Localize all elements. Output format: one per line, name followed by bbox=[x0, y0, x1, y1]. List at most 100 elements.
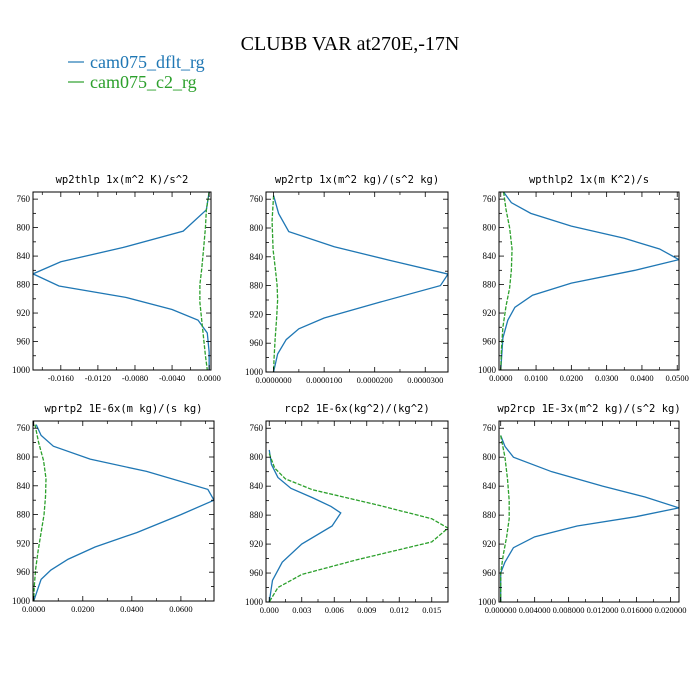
x-tick-label: 0.0000 bbox=[22, 604, 45, 614]
panel-3: wpthlp2 1x(m K^2)/s 760 800 840 880 920 960 100… bbox=[478, 174, 689, 383]
y-tick-label: 1000 bbox=[478, 365, 497, 375]
series-line-dflt bbox=[33, 424, 214, 601]
x-tick-label: 0.000 bbox=[260, 605, 279, 615]
x-tick-label: 0.0300 bbox=[595, 373, 618, 383]
x-tick-label: -0.0160 bbox=[48, 373, 74, 383]
y-tick-label: 1000 bbox=[12, 596, 31, 606]
panel-title: rcp2 1E-6x(kg^2)/(kg^2) bbox=[284, 403, 429, 415]
series-line-dflt bbox=[500, 435, 679, 602]
y-tick-label: 840 bbox=[250, 481, 264, 491]
y-tick-label: 840 bbox=[17, 481, 31, 491]
y-tick-label: 920 bbox=[250, 309, 264, 319]
y-tick-label: 840 bbox=[483, 481, 497, 491]
y-tick-label: 760 bbox=[250, 194, 264, 204]
y-tick-label: 760 bbox=[483, 423, 497, 433]
x-tick-label: 0.0000000 bbox=[256, 375, 292, 385]
x-tick-label: -0.0120 bbox=[85, 373, 111, 383]
y-tick-label: 960 bbox=[250, 338, 264, 348]
y-tick-label: 800 bbox=[17, 223, 31, 233]
y-tick-label: 840 bbox=[250, 252, 264, 262]
y-tick-label: 840 bbox=[17, 251, 31, 261]
series-line-c2 bbox=[33, 424, 47, 601]
x-tick-label: 0.000000 bbox=[485, 605, 517, 615]
y-tick-label: 800 bbox=[483, 223, 497, 233]
x-tick-label: 0.0000 bbox=[489, 373, 512, 383]
x-tick-label: 0.0200 bbox=[560, 373, 583, 383]
y-tick-label: 880 bbox=[483, 510, 497, 520]
x-tick-label: 0.004000 bbox=[519, 605, 551, 615]
series-line-dflt bbox=[268, 449, 342, 602]
x-tick-label: 0.0000300 bbox=[407, 375, 443, 385]
panel-title: wp2rtp 1x(m^2 kg)/(s^2 kg) bbox=[275, 174, 439, 186]
legend-label: cam075_c2_rg bbox=[90, 72, 197, 92]
y-tick-label: 800 bbox=[483, 452, 497, 462]
x-tick-label: 0.0200 bbox=[71, 604, 94, 614]
panel-6: wp2rcp 1E-3x(m^2 kg)/(s^2 kg)760 800 840 88… bbox=[478, 403, 686, 615]
y-tick-label: 760 bbox=[483, 194, 497, 204]
x-tick-label: 0.0100 bbox=[524, 373, 547, 383]
plot-frame bbox=[498, 191, 680, 371]
y-tick-label: 920 bbox=[17, 538, 31, 548]
panel-2: wp2rtp 1x(m^2 kg)/(s^2 kg) 760 800 840 880 92… bbox=[245, 174, 449, 385]
legend-label: cam075_dflt_rg bbox=[90, 52, 205, 72]
plot-frame bbox=[265, 420, 449, 603]
y-tick-label: 920 bbox=[250, 539, 264, 549]
x-tick-label: 0.012000 bbox=[587, 605, 619, 615]
series-line-c2 bbox=[199, 192, 210, 370]
y-tick-label: 880 bbox=[483, 280, 497, 290]
y-tick-label: 960 bbox=[483, 568, 497, 578]
panels: wp2thlp 1x(m^2 K)/s^2 760 800 840 880 920 960 1… bbox=[12, 174, 689, 615]
panel-title: wp2thlp 1x(m^2 K)/s^2 bbox=[56, 174, 189, 186]
panel-4: wprtp2 1E-6x(m kg)/(s kg) 760 800 840 880 920… bbox=[12, 403, 215, 614]
y-tick-label: 880 bbox=[250, 281, 264, 291]
x-tick-label: -0.0040 bbox=[159, 373, 185, 383]
x-tick-label: 0.006 bbox=[325, 605, 344, 615]
panel-title: wprtp2 1E-6x(m kg)/(s kg) bbox=[44, 403, 202, 415]
plot-frame bbox=[265, 191, 449, 373]
series-line-c2 bbox=[271, 195, 279, 372]
y-tick-label: 960 bbox=[17, 337, 31, 347]
x-tick-label: 0.0600 bbox=[169, 604, 192, 614]
y-tick-label: 960 bbox=[17, 567, 31, 577]
panel-title: wpthlp2 1x(m K^2)/s bbox=[529, 174, 649, 186]
y-tick-label: 1000 bbox=[245, 597, 264, 607]
y-tick-label: 960 bbox=[483, 337, 497, 347]
y-tick-label: 1000 bbox=[478, 597, 497, 607]
series-line-dflt bbox=[272, 195, 448, 372]
x-tick-label: 0.020000 bbox=[655, 605, 687, 615]
x-tick-label: 0.009 bbox=[357, 605, 376, 615]
plot-frame bbox=[498, 420, 680, 603]
x-tick-label: 0.003 bbox=[292, 605, 311, 615]
plot-frame bbox=[32, 420, 215, 602]
y-tick-label: 760 bbox=[250, 423, 264, 433]
y-tick-label: 880 bbox=[17, 280, 31, 290]
y-tick-label: 840 bbox=[483, 251, 497, 261]
y-tick-label: 880 bbox=[17, 510, 31, 520]
x-tick-label: 0.0000100 bbox=[306, 375, 342, 385]
y-tick-label: 920 bbox=[483, 308, 497, 318]
series-line-c2 bbox=[500, 435, 510, 602]
x-tick-label: 0.012 bbox=[390, 605, 409, 615]
figure-title: CLUBB VAR at270E,-17N bbox=[241, 33, 460, 55]
series-line-dflt bbox=[33, 192, 210, 370]
y-tick-label: 760 bbox=[17, 423, 31, 433]
x-tick-label: -0.0080 bbox=[122, 373, 148, 383]
x-tick-label: 0.0000200 bbox=[357, 375, 393, 385]
x-tick-label: 0.0400 bbox=[120, 604, 143, 614]
y-tick-label: 1000 bbox=[245, 367, 264, 377]
x-tick-label: 0.0000 bbox=[197, 373, 220, 383]
y-tick-label: 800 bbox=[250, 223, 264, 233]
x-tick-label: 0.016000 bbox=[621, 605, 653, 615]
y-tick-label: 920 bbox=[17, 308, 31, 318]
panel-1: wp2thlp 1x(m^2 K)/s^2 760 800 840 880 920 960 1… bbox=[12, 174, 221, 383]
x-tick-label: 0.0500 bbox=[666, 373, 689, 383]
panel-5: rcp2 1E-6x(kg^2)/(kg^2) 760 800 840 880 920 96… bbox=[245, 403, 449, 615]
x-tick-label: 0.008000 bbox=[553, 605, 585, 615]
y-tick-label: 800 bbox=[17, 452, 31, 462]
y-tick-label: 800 bbox=[250, 452, 264, 462]
panel-title: wp2rcp 1E-3x(m^2 kg)/(s^2 kg) bbox=[497, 403, 680, 415]
series-line-dflt bbox=[500, 192, 679, 370]
y-tick-label: 960 bbox=[250, 568, 264, 578]
